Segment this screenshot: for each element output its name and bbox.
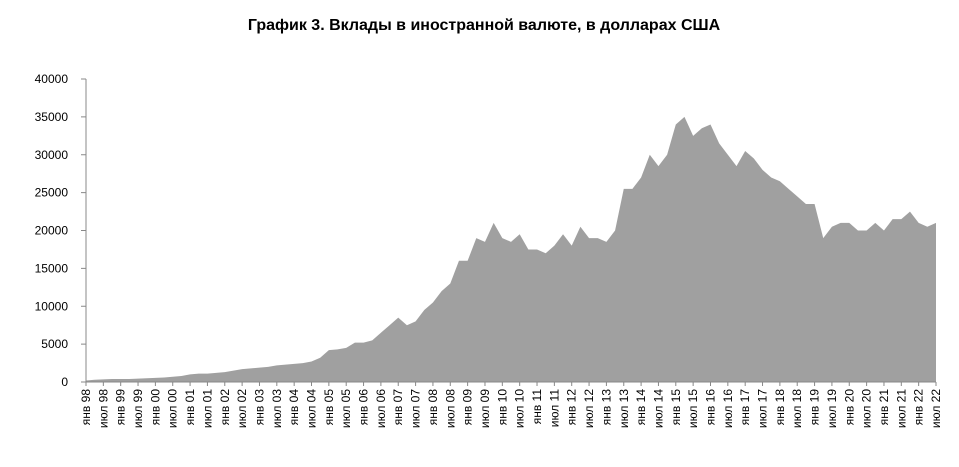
x-tick-label: июл 18 bbox=[790, 389, 804, 428]
x-tick-label: янв 18 bbox=[773, 389, 787, 426]
x-tick-label: июл 15 bbox=[686, 389, 700, 428]
x-tick-label: янв 08 bbox=[426, 389, 440, 426]
area bbox=[86, 116, 936, 382]
chart-title: График 3. Вклады в иностранной валюте, в… bbox=[248, 17, 721, 34]
x-tick-label: янв 00 bbox=[148, 389, 162, 426]
y-tick-label: 30000 bbox=[35, 148, 69, 162]
x-tick-label: янв 16 bbox=[703, 389, 717, 426]
x-tick-label: янв 13 bbox=[599, 389, 613, 426]
x-tick-label: июл 12 bbox=[582, 389, 596, 428]
y-tick-label: 20000 bbox=[35, 224, 69, 238]
x-tick-label: янв 11 bbox=[530, 389, 544, 425]
x-tick-label: июл 19 bbox=[825, 389, 839, 428]
x-tick-label: июл 22 bbox=[929, 389, 943, 428]
x-tick-label: июл 01 bbox=[200, 389, 214, 428]
x-tick-label: янв 09 bbox=[461, 389, 475, 426]
x-tick-label: июл 00 bbox=[166, 389, 180, 428]
x-tick-label: янв 07 bbox=[391, 389, 405, 426]
x-tick-label: янв 15 bbox=[669, 389, 683, 426]
x-tick-label: июл 13 bbox=[617, 389, 631, 428]
x-tick-label: июл 05 bbox=[339, 389, 353, 428]
x-tick-label: июл 17 bbox=[756, 389, 770, 428]
y-tick-label: 0 bbox=[61, 375, 68, 389]
x-tick-label: янв 17 bbox=[738, 389, 752, 426]
x-tick-label: июл 07 bbox=[409, 389, 423, 428]
x-tick-label: янв 12 bbox=[565, 389, 579, 426]
x-tick-label: янв 01 bbox=[183, 389, 197, 426]
x-tick-label: янв 20 bbox=[842, 389, 856, 426]
y-tick-label: 40000 bbox=[35, 72, 69, 86]
x-tick-label: янв 21 bbox=[877, 389, 891, 426]
x-tick-label: июл 09 bbox=[478, 389, 492, 428]
x-tick-label: июл 08 bbox=[443, 389, 457, 428]
x-tick-label: июл 04 bbox=[305, 389, 319, 428]
x-tick-label: янв 03 bbox=[252, 389, 266, 426]
x-tick-label: янв 04 bbox=[287, 389, 301, 426]
x-tick-label: июл 21 bbox=[894, 389, 908, 428]
x-tick-label: янв 05 bbox=[322, 389, 336, 426]
x-tick-label: июл 11 bbox=[547, 389, 561, 428]
y-tick-label: 15000 bbox=[35, 261, 69, 275]
x-tick-label: июл 06 bbox=[374, 389, 388, 428]
x-tick-label: янв 19 bbox=[808, 389, 822, 426]
x-tick-label: янв 99 bbox=[114, 389, 128, 426]
x-tick-label: июл 99 bbox=[131, 389, 145, 428]
x-tick-label: янв 14 bbox=[634, 389, 648, 426]
x-tick-label: янв 22 bbox=[912, 389, 926, 426]
x-tick-label: янв 10 bbox=[495, 389, 509, 426]
x-tick-label: июл 10 bbox=[513, 389, 527, 428]
x-tick-label: июл 16 bbox=[721, 389, 735, 428]
x-tick-label: июл 14 bbox=[651, 389, 665, 428]
x-tick-label: июл 20 bbox=[860, 389, 874, 428]
y-tick-label: 35000 bbox=[35, 110, 69, 124]
y-tick-label: 10000 bbox=[35, 299, 69, 313]
x-tick-label: янв 98 bbox=[79, 389, 93, 426]
x-tick-label: янв 02 bbox=[218, 389, 232, 426]
y-tick-label: 25000 bbox=[35, 186, 69, 200]
x-tick-label: июл 03 bbox=[270, 389, 284, 428]
x-tick-label: янв 06 bbox=[357, 389, 371, 426]
y-tick-label: 5000 bbox=[41, 337, 68, 351]
x-tick-label: июл 02 bbox=[235, 389, 249, 428]
x-tick-label: июл 98 bbox=[96, 389, 110, 428]
